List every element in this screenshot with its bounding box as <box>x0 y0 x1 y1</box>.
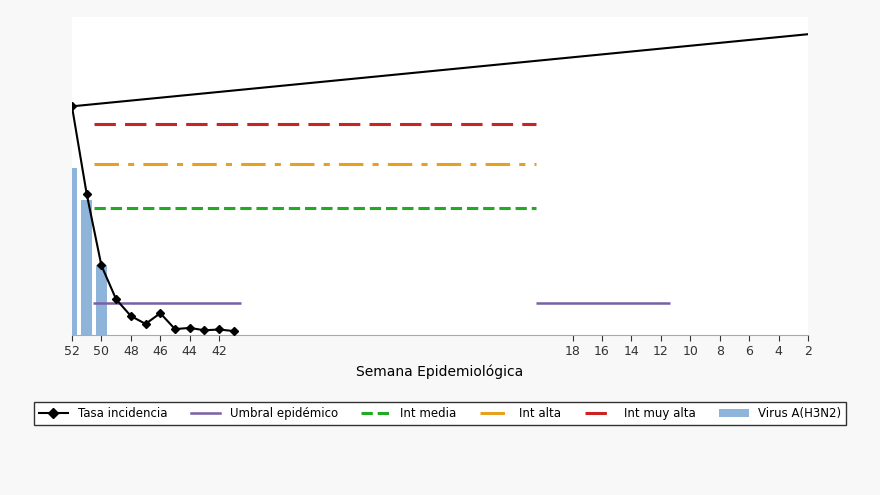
Bar <box>818 251 828 335</box>
X-axis label: Semana Epidemiológica: Semana Epidemiológica <box>356 364 524 379</box>
Bar <box>66 168 77 335</box>
Bar <box>96 265 106 335</box>
Bar <box>81 200 92 335</box>
Legend: Tasa incidencia, Umbral epidémico, Int media, Int alta, Int muy alta, Virus A(H3: Tasa incidencia, Umbral epidémico, Int m… <box>34 402 846 425</box>
